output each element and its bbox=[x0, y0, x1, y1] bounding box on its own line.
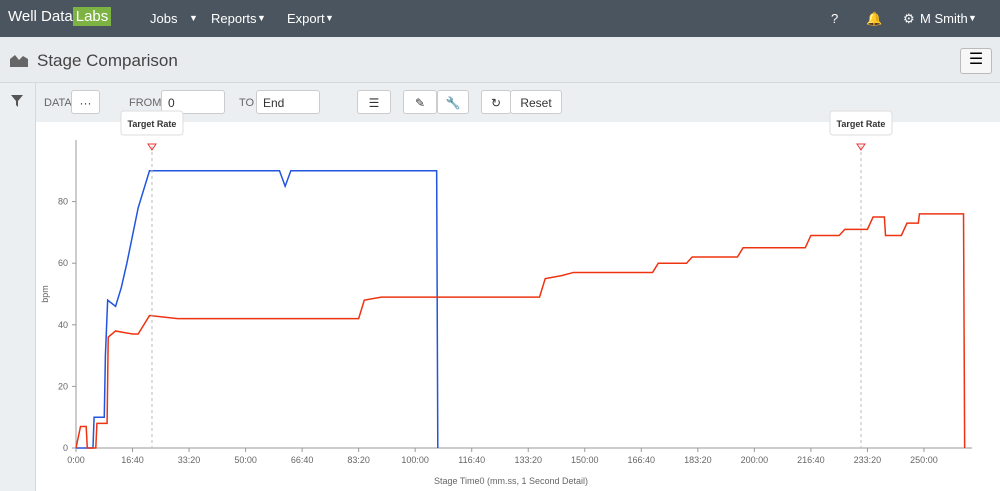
x-tick-label: 83:20 bbox=[347, 455, 370, 465]
sidebar bbox=[0, 83, 36, 491]
caret: ▼ bbox=[325, 13, 334, 23]
menu-jobs[interactable]: Jobs bbox=[150, 11, 178, 26]
annotation-marker bbox=[147, 143, 157, 151]
x-tick-label: 216:40 bbox=[797, 455, 825, 465]
bell-icon[interactable]: 🔔 bbox=[866, 11, 883, 26]
x-tick-label: 166:40 bbox=[628, 455, 656, 465]
from-input[interactable]: 0 bbox=[161, 90, 225, 114]
annotation-marker bbox=[856, 143, 866, 151]
refresh-button[interactable]: ↻ bbox=[481, 90, 511, 114]
caret: ▼ bbox=[189, 13, 198, 23]
series-line bbox=[76, 170, 439, 449]
picker-button[interactable]: ✎ bbox=[403, 90, 437, 114]
data-button[interactable]: ··· bbox=[71, 90, 100, 114]
x-tick-label: 200:00 bbox=[741, 455, 769, 465]
x-tick-label: 233:20 bbox=[854, 455, 882, 465]
x-axis-label: Stage Time0 (mm.ss, 1 Second Detail) bbox=[434, 476, 588, 486]
chart-icon bbox=[10, 55, 28, 67]
reset-button[interactable]: Reset bbox=[510, 90, 562, 114]
x-tick-label: 150:00 bbox=[571, 455, 599, 465]
list-button[interactable]: ☰ bbox=[357, 90, 391, 114]
x-tick-label: 116:40 bbox=[458, 455, 485, 465]
y-tick-label: 60 bbox=[58, 258, 68, 268]
menu-reports[interactable]: Reports bbox=[211, 11, 257, 26]
x-tick-label: 250:00 bbox=[910, 455, 938, 465]
y-tick-label: 0 bbox=[63, 443, 68, 453]
x-tick-label: 33:20 bbox=[178, 455, 201, 465]
navbar: Well Data Labs Jobs ▼ Reports ▼ Export ▼ ? 🔔… bbox=[0, 0, 1000, 37]
annotation-label: Target Rate bbox=[128, 119, 177, 129]
brand-text: Well Data bbox=[8, 8, 73, 25]
brand[interactable]: Well Data Labs bbox=[8, 7, 112, 26]
caret: ▼ bbox=[257, 13, 266, 23]
brand-box: Labs bbox=[72, 7, 112, 26]
header: Stage Comparison ☰ bbox=[0, 37, 1000, 83]
wrench-button[interactable]: 🔧 bbox=[437, 90, 469, 114]
gear-icon: ⚙ bbox=[903, 11, 915, 26]
user-menu[interactable]: M Smith bbox=[920, 11, 968, 26]
menu-export[interactable]: Export bbox=[287, 11, 325, 26]
help-icon[interactable]: ? bbox=[831, 11, 839, 26]
from-label: FROM bbox=[129, 97, 162, 109]
x-tick-label: 50:00 bbox=[234, 455, 257, 465]
annotation-box bbox=[829, 110, 893, 136]
y-tick-label: 20 bbox=[58, 381, 68, 391]
data-label: DATA bbox=[44, 97, 72, 109]
annotation-label: Target Rate bbox=[837, 119, 886, 129]
y-tick-label: 80 bbox=[58, 197, 68, 207]
x-tick-label: 133:20 bbox=[514, 455, 542, 465]
menu-button[interactable]: ☰ bbox=[960, 48, 992, 74]
caret: ▼ bbox=[968, 13, 977, 23]
filter-icon[interactable] bbox=[11, 95, 23, 107]
y-tick-label: 40 bbox=[58, 320, 68, 330]
page-title: Stage Comparison bbox=[37, 51, 178, 70]
x-tick-label: 0:00 bbox=[67, 455, 85, 465]
x-tick-label: 100:00 bbox=[401, 455, 429, 465]
x-tick-label: 16:40 bbox=[121, 455, 144, 465]
x-tick-label: 66:40 bbox=[291, 455, 314, 465]
annotation-box bbox=[120, 110, 184, 136]
x-tick-label: 183:20 bbox=[684, 455, 712, 465]
series-line bbox=[75, 213, 966, 449]
to-input[interactable]: End bbox=[256, 90, 320, 114]
to-label: TO bbox=[239, 97, 255, 109]
y-axis-label: bpm bbox=[40, 285, 50, 303]
